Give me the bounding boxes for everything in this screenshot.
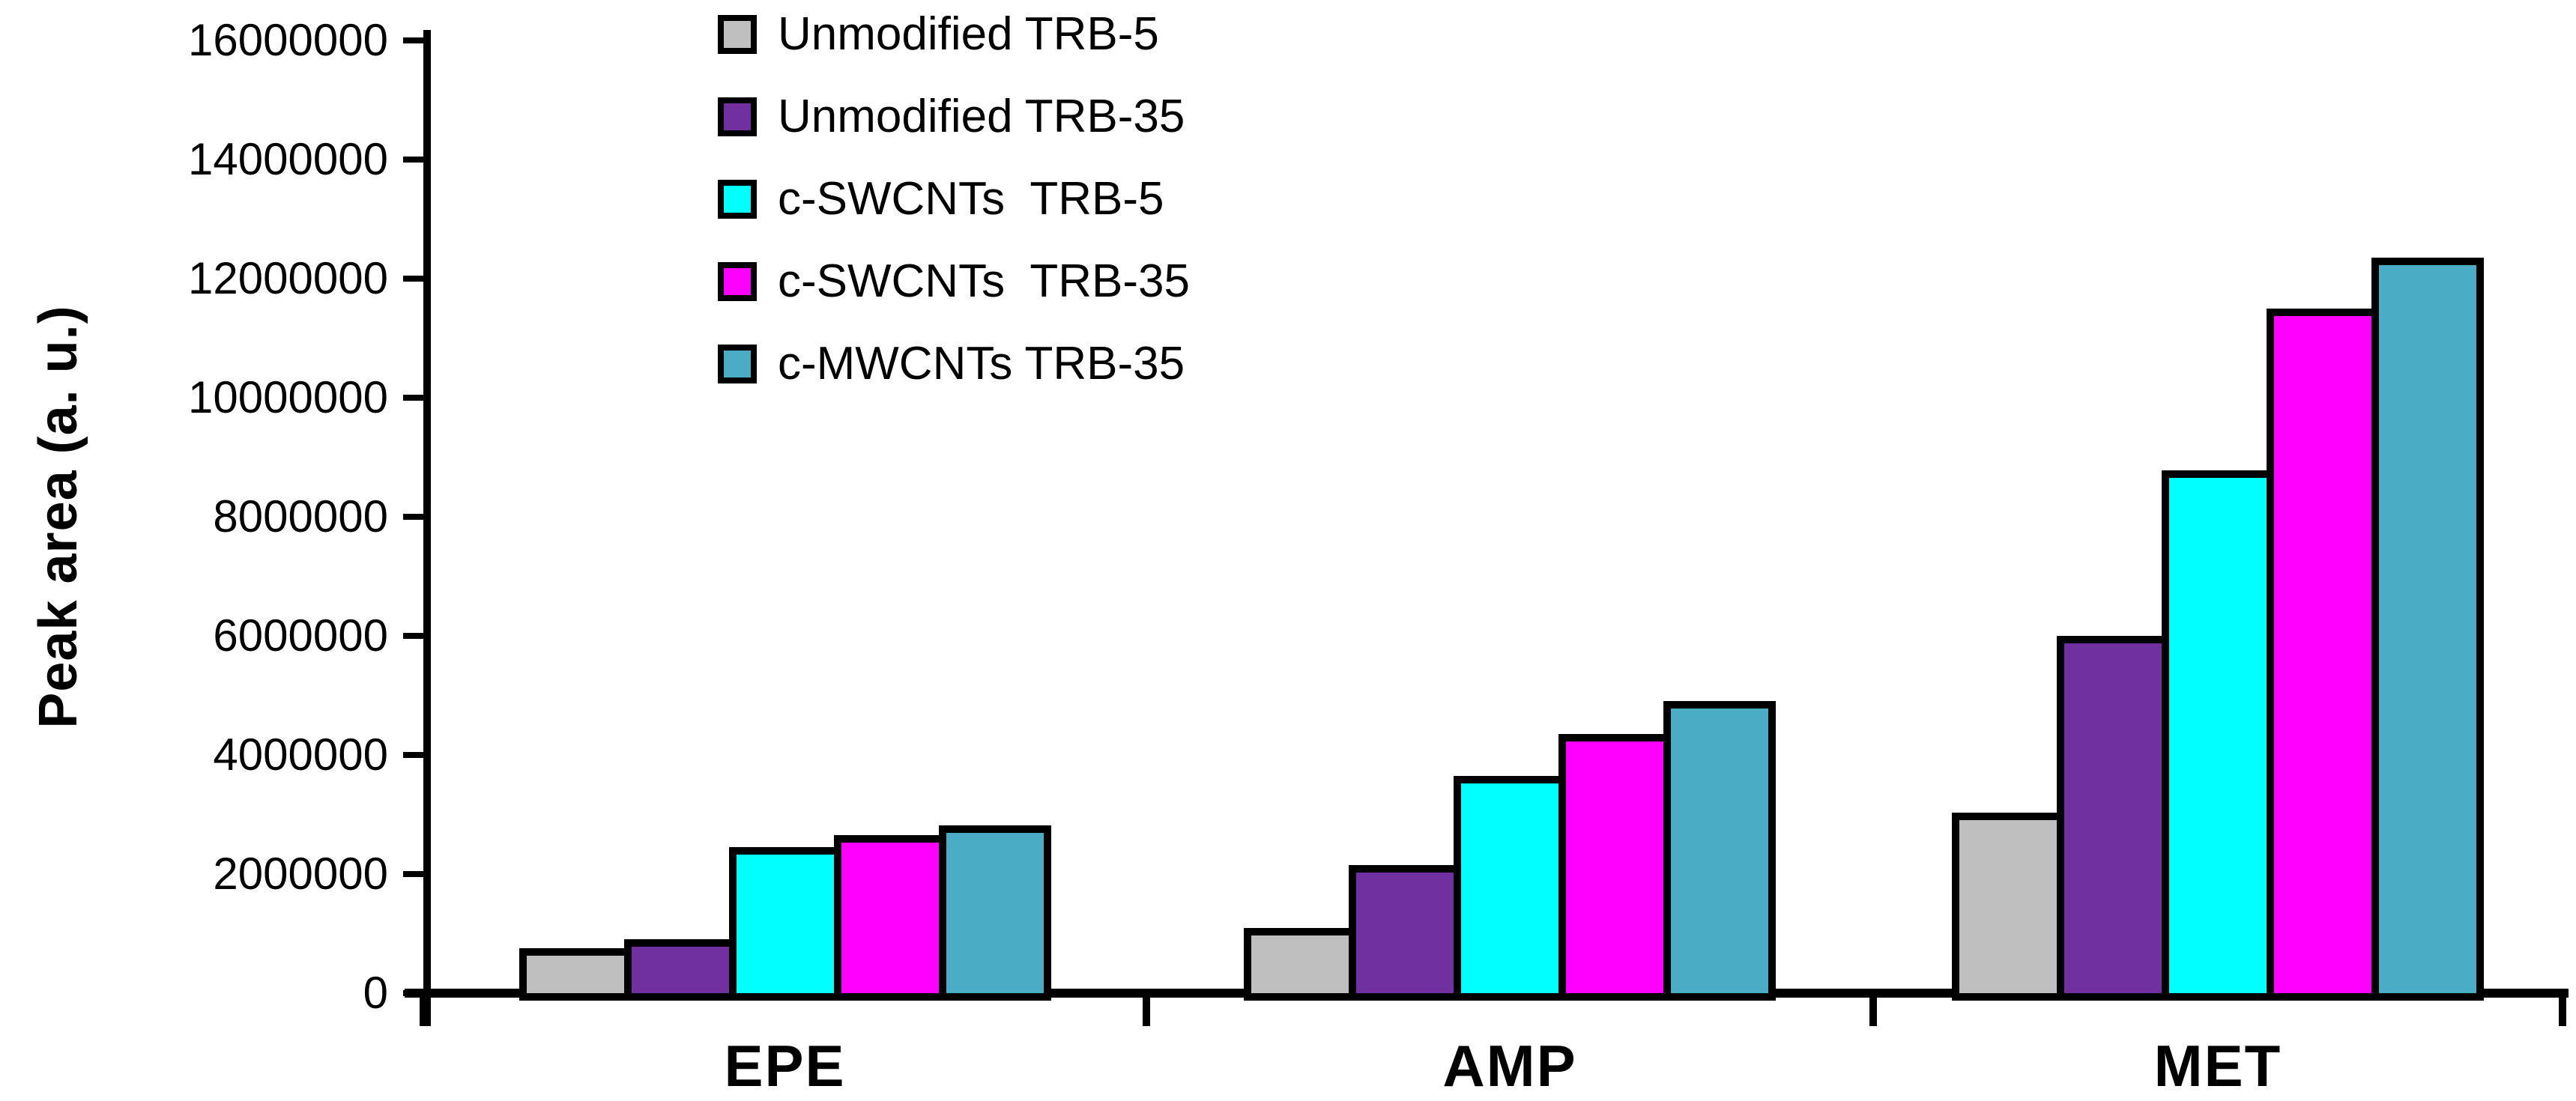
- legend-item-5: c-MWCNTs TRB-35: [718, 338, 1185, 389]
- y-tick-label: 0: [363, 968, 388, 1018]
- y-tick-mark: [403, 990, 426, 996]
- y-tick-mark: [403, 276, 426, 282]
- y-tick-label: 10000000: [188, 372, 388, 422]
- y-tick-mark: [403, 871, 426, 877]
- legend-item-1: Unmodified TRB-5: [718, 8, 1159, 60]
- y-tick-label: 2000000: [213, 849, 388, 899]
- bar-amp-series-1: [1244, 928, 1356, 1001]
- y-tick-label: 16000000: [188, 15, 388, 65]
- y-tick-label: 4000000: [213, 730, 388, 780]
- legend-swatch-icon: [718, 180, 757, 219]
- x-tick-mark: [2559, 996, 2566, 1026]
- y-tick-mark: [403, 514, 426, 520]
- legend-swatch-icon: [718, 97, 757, 136]
- legend-swatch-icon: [718, 262, 757, 301]
- bar-met-series-3: [2162, 470, 2274, 1001]
- bar-epe-series-4: [833, 835, 946, 1001]
- legend-label: c-MWCNTs TRB-35: [778, 338, 1185, 389]
- legend-label: c-SWCNTs TRB-5: [778, 173, 1164, 225]
- y-tick-mark: [403, 633, 426, 639]
- bar-met-series-1: [1952, 813, 2064, 1001]
- x-tick-mark: [1143, 996, 1150, 1026]
- legend-item-2: Unmodified TRB-35: [718, 91, 1185, 142]
- legend-swatch-icon: [718, 345, 757, 383]
- y-tick-mark: [403, 37, 426, 43]
- category-label-amp: AMP: [1442, 1033, 1577, 1099]
- category-label-met: MET: [2153, 1033, 2282, 1099]
- bar-epe-series-1: [518, 948, 632, 1001]
- bar-epe-series-5: [938, 825, 1051, 1001]
- bar-amp-series-2: [1349, 865, 1461, 1001]
- legend-label: c-SWCNTs TRB-35: [778, 255, 1191, 307]
- y-tick-label: 12000000: [188, 253, 388, 303]
- bar-amp-series-4: [1558, 734, 1671, 1001]
- y-tick-mark: [403, 395, 426, 401]
- y-axis-line: [423, 30, 431, 1026]
- bar-amp-series-5: [1663, 701, 1776, 1001]
- legend-item-4: c-SWCNTs TRB-35: [718, 255, 1191, 307]
- y-tick-label: 8000000: [213, 491, 388, 542]
- legend-swatch-icon: [718, 15, 757, 54]
- y-tick-label: 6000000: [213, 610, 388, 661]
- y-tick-mark: [403, 157, 426, 163]
- bar-met-series-5: [2371, 258, 2484, 1001]
- y-tick-label: 14000000: [188, 134, 388, 184]
- bar-met-series-2: [2057, 636, 2169, 1001]
- bar-amp-series-3: [1454, 776, 1566, 1001]
- bar-met-series-4: [2267, 309, 2379, 1001]
- bar-epe-series-2: [623, 939, 737, 1001]
- legend-item-3: c-SWCNTs TRB-5: [718, 173, 1164, 225]
- bar-epe-series-3: [728, 847, 841, 1001]
- y-tick-mark: [403, 752, 426, 758]
- x-tick-mark: [1869, 996, 1877, 1026]
- legend-label: Unmodified TRB-5: [778, 8, 1159, 60]
- category-label-epe: EPE: [724, 1033, 846, 1099]
- legend-label: Unmodified TRB-35: [778, 91, 1185, 142]
- x-tick-mark: [420, 996, 427, 1026]
